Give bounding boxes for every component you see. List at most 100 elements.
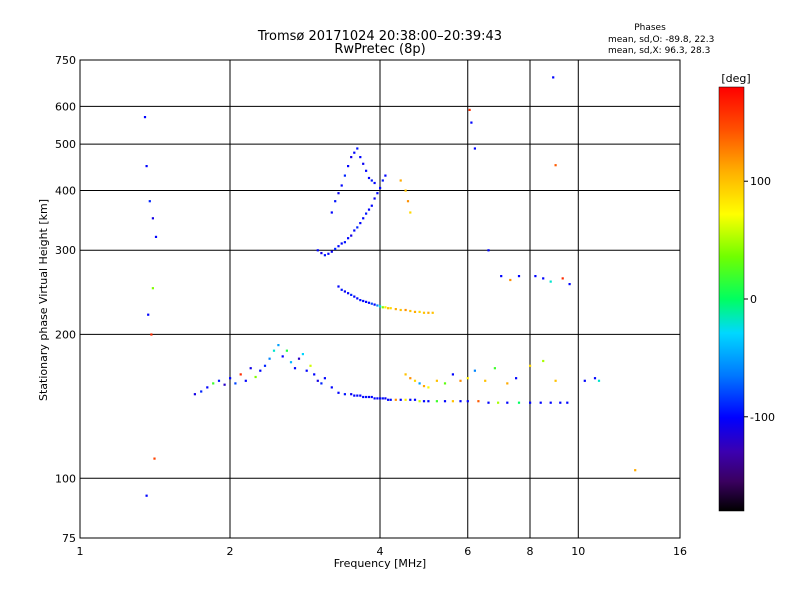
data-point bbox=[340, 242, 343, 245]
y-tick-labels: 75 100 200 300 400 500 600 750 bbox=[55, 54, 76, 545]
data-point bbox=[493, 367, 496, 370]
data-point bbox=[477, 400, 480, 403]
data-point bbox=[193, 393, 196, 396]
data-point bbox=[148, 200, 151, 203]
data-point bbox=[373, 303, 376, 306]
data-point bbox=[359, 299, 362, 302]
data-point bbox=[381, 179, 384, 182]
data-point bbox=[387, 398, 390, 401]
data-point bbox=[451, 400, 454, 403]
data-point bbox=[506, 401, 509, 404]
data-point bbox=[362, 395, 365, 399]
data-point bbox=[529, 401, 532, 404]
data-point bbox=[509, 278, 512, 282]
data-point bbox=[289, 361, 293, 364]
data-point bbox=[497, 401, 500, 404]
colorbar-tick-label: 0 bbox=[750, 293, 757, 306]
data-point bbox=[356, 297, 359, 300]
data-point bbox=[254, 375, 257, 379]
data-point bbox=[353, 394, 356, 397]
data-point bbox=[404, 308, 407, 312]
data-point bbox=[443, 382, 447, 385]
data-point bbox=[370, 204, 373, 207]
data-point bbox=[343, 174, 346, 177]
data-point bbox=[362, 162, 365, 165]
data-point bbox=[370, 302, 373, 305]
data-point bbox=[517, 275, 521, 278]
data-point bbox=[404, 398, 407, 401]
data-point bbox=[542, 359, 545, 363]
data-point bbox=[561, 277, 564, 280]
phase-stats-heading: Phases bbox=[634, 23, 666, 33]
data-point bbox=[365, 212, 368, 215]
data-point bbox=[337, 245, 340, 248]
data-point bbox=[387, 307, 390, 310]
data-point bbox=[422, 385, 426, 388]
data-point bbox=[367, 395, 371, 399]
data-point bbox=[323, 377, 326, 380]
data-point bbox=[281, 355, 284, 358]
data-point bbox=[552, 76, 555, 79]
y-tick-label: 300 bbox=[55, 244, 76, 257]
data-point bbox=[359, 156, 362, 159]
data-point bbox=[506, 382, 509, 385]
data-point bbox=[313, 373, 316, 376]
data-point bbox=[229, 377, 232, 380]
data-point bbox=[330, 386, 333, 389]
data-point bbox=[347, 237, 350, 240]
data-point bbox=[239, 373, 242, 376]
data-point bbox=[593, 377, 597, 380]
data-point bbox=[327, 252, 330, 255]
data-point bbox=[381, 306, 384, 309]
data-point bbox=[353, 229, 356, 232]
data-point bbox=[466, 377, 469, 380]
data-point bbox=[305, 369, 308, 372]
data-point bbox=[320, 382, 323, 385]
data-point bbox=[427, 400, 430, 403]
data-point bbox=[356, 394, 359, 397]
data-point bbox=[404, 373, 407, 376]
data-point bbox=[143, 116, 147, 119]
data-point bbox=[337, 285, 340, 288]
data-point bbox=[362, 299, 365, 303]
data-point bbox=[566, 401, 569, 404]
data-point bbox=[597, 379, 601, 382]
data-point bbox=[634, 469, 637, 472]
grid-lines bbox=[80, 60, 680, 538]
data-point bbox=[451, 373, 454, 376]
data-point bbox=[500, 275, 503, 278]
data-point bbox=[539, 401, 542, 404]
data-point bbox=[365, 395, 368, 399]
data-point bbox=[394, 398, 397, 401]
data-point bbox=[330, 211, 333, 214]
data-point bbox=[340, 184, 343, 187]
y-tick-label: 100 bbox=[55, 472, 76, 485]
data-point bbox=[413, 379, 417, 382]
data-point bbox=[379, 186, 382, 190]
data-point bbox=[568, 283, 571, 286]
data-point bbox=[350, 156, 353, 159]
data-point bbox=[316, 379, 319, 382]
data-point bbox=[154, 235, 158, 238]
data-points bbox=[143, 76, 637, 497]
data-point bbox=[466, 400, 469, 403]
y-tick-label: 75 bbox=[62, 532, 76, 545]
data-point bbox=[399, 308, 402, 312]
data-point bbox=[554, 379, 557, 382]
data-point bbox=[334, 200, 337, 203]
data-point bbox=[259, 369, 262, 372]
data-point bbox=[379, 305, 382, 308]
data-point bbox=[337, 192, 340, 195]
data-point bbox=[459, 400, 462, 403]
data-point bbox=[337, 391, 340, 394]
data-point bbox=[384, 174, 387, 177]
x-tick-label: 16 bbox=[673, 545, 687, 558]
data-point bbox=[350, 393, 353, 396]
data-point bbox=[316, 249, 319, 252]
data-point bbox=[151, 287, 154, 290]
data-point bbox=[443, 400, 447, 403]
data-point bbox=[418, 382, 421, 385]
data-point bbox=[367, 176, 371, 180]
data-point bbox=[470, 121, 473, 124]
